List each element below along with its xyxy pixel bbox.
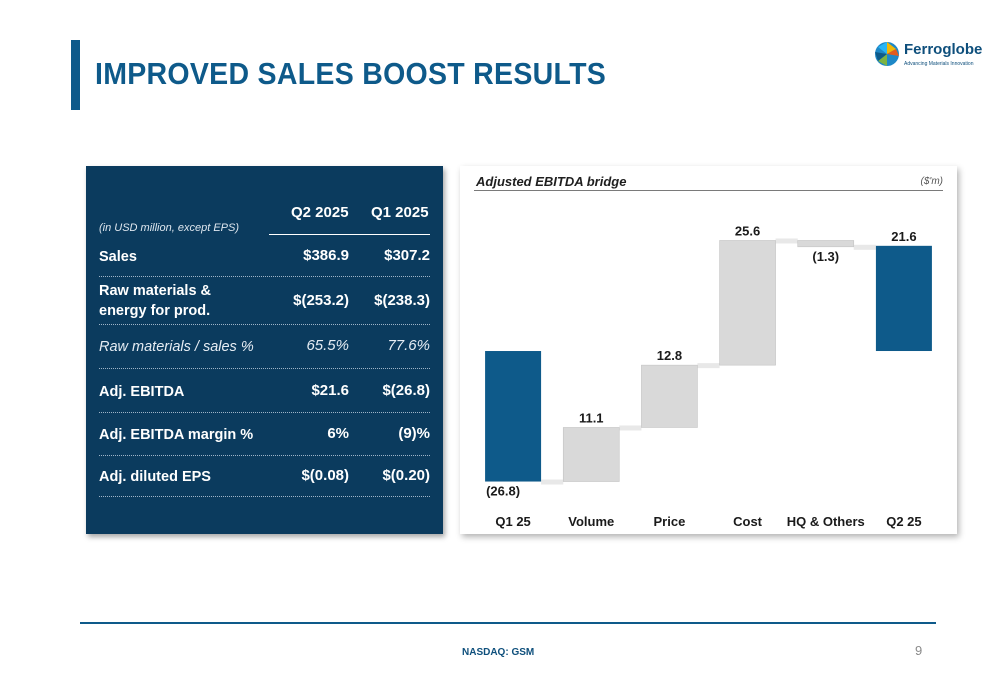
row-label: Sales: [99, 249, 137, 265]
column-header-q2: Q2 2025: [291, 204, 349, 221]
header-divider: [269, 234, 430, 235]
footer-divider: [80, 622, 936, 624]
table-row-raw-materials-ratio: Raw materials / sales % 65.5% 77.6%: [99, 325, 430, 369]
cell-q2: $386.9: [303, 247, 349, 264]
row-label: Raw materials / sales %: [99, 339, 254, 355]
ebitda-bridge-chart: Adjusted EBITDA bridge ($'m) (26.8) Q1 25…: [460, 166, 957, 534]
cell-q2: $(0.08): [301, 467, 349, 484]
table-row-sales: Sales $386.9 $307.2: [99, 238, 430, 277]
connector-line: [853, 244, 876, 250]
data-label: (26.8): [486, 484, 520, 499]
units-note: (in USD million, except EPS): [99, 222, 239, 234]
cell-q2: $21.6: [311, 382, 349, 399]
logo-wordmark: Ferroglobe: [904, 41, 983, 58]
data-label: 25.6: [735, 223, 760, 238]
chart-title-rule: [474, 190, 943, 191]
table-row-adj-ebitda: Adj. EBITDA $21.6 $(26.8): [99, 369, 430, 413]
chart-unit-label: ($'m): [920, 176, 943, 187]
column-header-q1: Q1 2025: [371, 204, 429, 221]
table-row-diluted-eps: Adj. diluted EPS $(0.08) $(0.20): [99, 456, 430, 497]
row-label: Adj. diluted EPS: [99, 469, 211, 485]
waterfall-svg: (26.8) Q1 25 11.1 Volume 12.8 Price 25.6 Cost (1…: [485, 223, 932, 529]
connector-line: [619, 425, 642, 431]
waterfall-bar: [562, 427, 620, 482]
globe-icon: [875, 42, 899, 66]
cell-q2: 6%: [327, 425, 349, 442]
footer-ticker: NASDAQ: GSM: [462, 647, 535, 658]
data-label: (1.3): [812, 249, 839, 264]
financial-summary-table: (in USD million, except EPS) Q2 2025 Q1 …: [86, 166, 443, 534]
logo-tagline: Advancing Materials Innovation: [904, 61, 974, 67]
cell-q1: $(26.8): [382, 382, 430, 399]
waterfall-bar: [875, 245, 932, 352]
page-number: 9: [915, 643, 923, 658]
waterfall-bar: [797, 240, 855, 248]
waterfall-bar: [485, 351, 542, 482]
cell-q1: $(238.3): [374, 292, 430, 309]
table-row-ebitda-margin: Adj. EBITDA margin % 6% (9)%: [99, 413, 430, 456]
category-label: Q2 25: [886, 514, 921, 529]
category-label: Price: [654, 514, 686, 529]
row-label: Adj. EBITDA: [99, 384, 185, 400]
slide-title: IMPROVED SALES BOOST RESULTS: [95, 56, 607, 91]
connector-line: [541, 479, 564, 485]
company-logo: Ferroglobe Advancing Materials Innovatio…: [874, 39, 984, 73]
category-label: Cost: [733, 514, 763, 529]
title-accent-bar: [71, 40, 80, 110]
data-label: 12.8: [657, 348, 682, 363]
cell-q2: 65.5%: [306, 337, 349, 354]
cell-q1: $(0.20): [382, 467, 430, 484]
connector-line: [697, 363, 720, 369]
table-row-raw-materials: Raw materials & energy for prod. $(253.2…: [99, 277, 430, 325]
cell-q1: $307.2: [384, 247, 430, 264]
row-label-line2: energy for prod.: [99, 303, 211, 319]
waterfall-bar: [719, 240, 776, 366]
waterfall-bar: [641, 364, 698, 428]
category-label: HQ & Others: [787, 514, 865, 529]
cell-q1: (9)%: [398, 425, 430, 442]
chart-title: Adjusted EBITDA bridge: [476, 174, 627, 189]
cell-q1: 77.6%: [387, 337, 430, 354]
row-label: Adj. EBITDA margin %: [99, 427, 254, 443]
row-label-line1: Raw materials &: [99, 283, 212, 299]
category-label: Q1 25: [495, 514, 530, 529]
data-label: 11.1: [579, 410, 604, 425]
connector-line: [775, 238, 798, 244]
data-label: 21.6: [891, 229, 916, 244]
cell-q2: $(253.2): [293, 292, 349, 309]
category-label: Volume: [568, 514, 614, 529]
